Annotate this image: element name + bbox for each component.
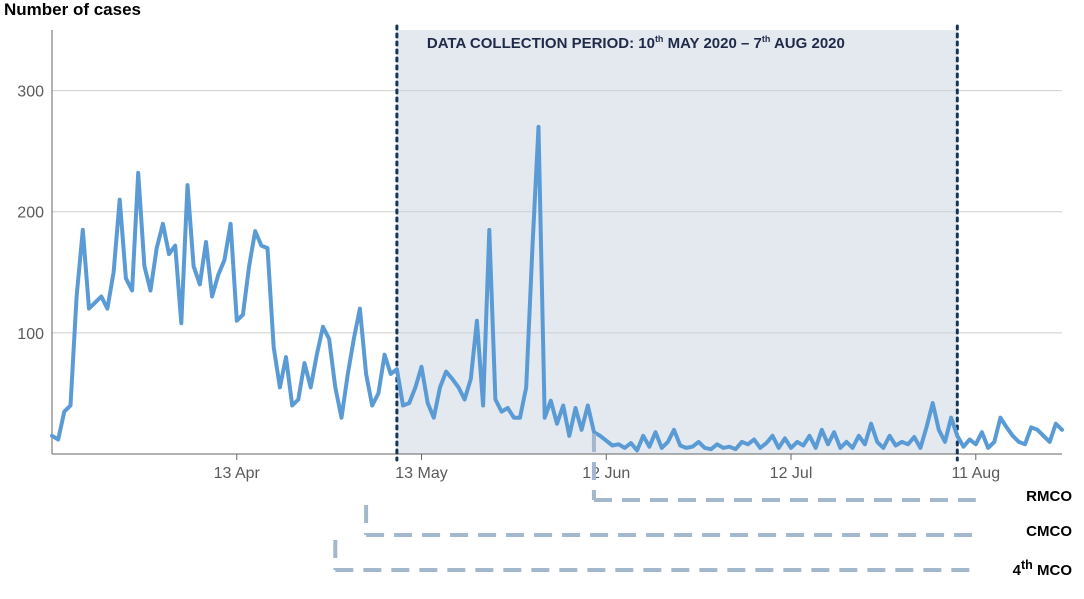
x-tick-label: 12 Jul [770,465,813,482]
period-label: 4th MCO [1013,558,1072,579]
chart-root: Number of cases 10020030013 Apr13 May12 … [0,0,1084,599]
y-tick-label: 200 [17,205,44,222]
x-tick-label: 13 Apr [214,465,261,482]
x-tick-label: 13 May [395,465,447,482]
x-tick-label: 11 Aug [951,465,1000,482]
period-label: RMCO [1026,488,1072,505]
x-tick-label: 12 Jun [582,465,630,482]
data-collection-annotation: DATA COLLECTION PERIOD: 10th MAY 2020 – … [427,34,845,52]
chart-svg: 100 200 300 13 Apr 13 May 12 Jun 12 Jul 11 Aug [0,10,1084,599]
y-tick-label: 100 [17,326,44,343]
period-label: CMCO [1026,523,1072,540]
y-tick-label: 300 [17,84,44,101]
